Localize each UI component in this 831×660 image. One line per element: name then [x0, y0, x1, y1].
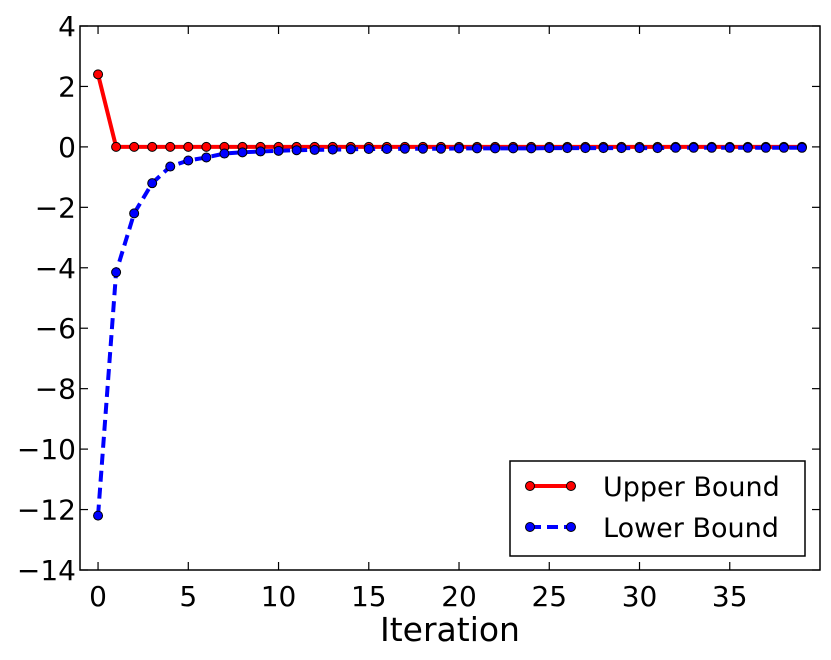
data-point-upper-bound	[183, 141, 194, 152]
data-point-lower-bound	[291, 145, 302, 156]
data-point-lower-bound	[544, 143, 555, 154]
data-point-lower-bound	[724, 142, 735, 153]
data-point-lower-bound	[760, 142, 771, 153]
data-point-lower-bound	[652, 143, 663, 154]
data-point-lower-bound	[454, 143, 465, 154]
data-point-upper-bound	[201, 141, 212, 152]
data-point-upper-bound	[93, 69, 104, 80]
legend: Upper Bound Lower Bound	[509, 460, 806, 557]
data-point-lower-bound	[562, 143, 573, 154]
y-tick-label: 2	[58, 70, 76, 103]
x-tick-label: 30	[622, 580, 658, 613]
data-point-lower-bound	[111, 267, 122, 278]
y-tick-label: −4	[35, 252, 76, 285]
legend-marker-lower-bound	[525, 522, 535, 532]
x-tick-label: 5	[179, 580, 197, 613]
data-point-lower-bound	[183, 155, 194, 166]
x-tick-label: 0	[89, 580, 107, 613]
data-point-lower-bound	[706, 142, 717, 153]
data-point-upper-bound	[111, 141, 122, 152]
data-point-lower-bound	[435, 143, 446, 154]
y-tick-label: −14	[17, 554, 76, 587]
y-tick-label: 4	[58, 10, 76, 43]
data-point-lower-bound	[670, 142, 681, 153]
legend-label-upper-bound: Upper Bound	[603, 472, 780, 503]
data-point-lower-bound	[237, 147, 248, 158]
legend-marker-upper-bound	[566, 481, 576, 491]
x-tick-label: 35	[712, 580, 748, 613]
data-point-lower-bound	[580, 143, 591, 154]
y-tick-label: −12	[17, 494, 76, 527]
data-point-lower-bound	[796, 142, 807, 153]
data-point-lower-bound	[598, 143, 609, 154]
legend-frame	[509, 460, 806, 557]
series-layer	[93, 69, 807, 521]
x-axis-title: Iteration	[380, 610, 520, 649]
x-tick-label: 15	[351, 580, 387, 613]
y-tick-label: −10	[17, 433, 76, 466]
legend-marker-upper-bound	[525, 481, 535, 491]
plot-frame	[79, 25, 821, 571]
data-point-lower-bound	[309, 144, 320, 155]
data-point-lower-bound	[688, 142, 699, 153]
data-point-lower-bound	[219, 148, 230, 159]
x-tick-label: 25	[531, 580, 567, 613]
data-point-lower-bound	[472, 143, 483, 154]
data-point-lower-bound	[201, 152, 212, 163]
data-point-upper-bound	[147, 141, 158, 152]
data-point-lower-bound	[778, 142, 789, 153]
data-point-lower-bound	[345, 144, 356, 155]
data-point-lower-bound	[634, 143, 645, 154]
data-point-lower-bound	[147, 178, 158, 189]
data-point-lower-bound	[508, 143, 519, 154]
data-point-lower-bound	[490, 143, 501, 154]
data-point-lower-bound	[129, 208, 140, 219]
y-tick-label: −6	[35, 312, 76, 345]
y-tick-label: 0	[58, 131, 76, 164]
data-point-lower-bound	[417, 143, 428, 154]
legend-label-lower-bound: Lower Bound	[603, 513, 779, 544]
data-point-lower-bound	[363, 144, 374, 155]
data-point-lower-bound	[93, 510, 104, 521]
data-point-lower-bound	[742, 142, 753, 153]
data-point-lower-bound	[399, 143, 410, 154]
data-point-upper-bound	[129, 141, 140, 152]
data-point-lower-bound	[381, 144, 392, 155]
data-point-lower-bound	[273, 145, 284, 156]
legend-marker-lower-bound	[566, 522, 576, 532]
data-point-lower-bound	[526, 143, 537, 154]
data-point-upper-bound	[165, 141, 176, 152]
data-point-lower-bound	[616, 143, 627, 154]
x-tick-label: 10	[261, 580, 297, 613]
y-tick-label: −2	[35, 191, 76, 224]
data-point-lower-bound	[255, 146, 266, 157]
data-point-lower-bound	[327, 144, 338, 155]
y-tick-label: −8	[35, 373, 76, 406]
x-tick-label: 20	[441, 580, 477, 613]
data-point-lower-bound	[165, 161, 176, 172]
series-line-lower-bound	[96, 145, 802, 516]
